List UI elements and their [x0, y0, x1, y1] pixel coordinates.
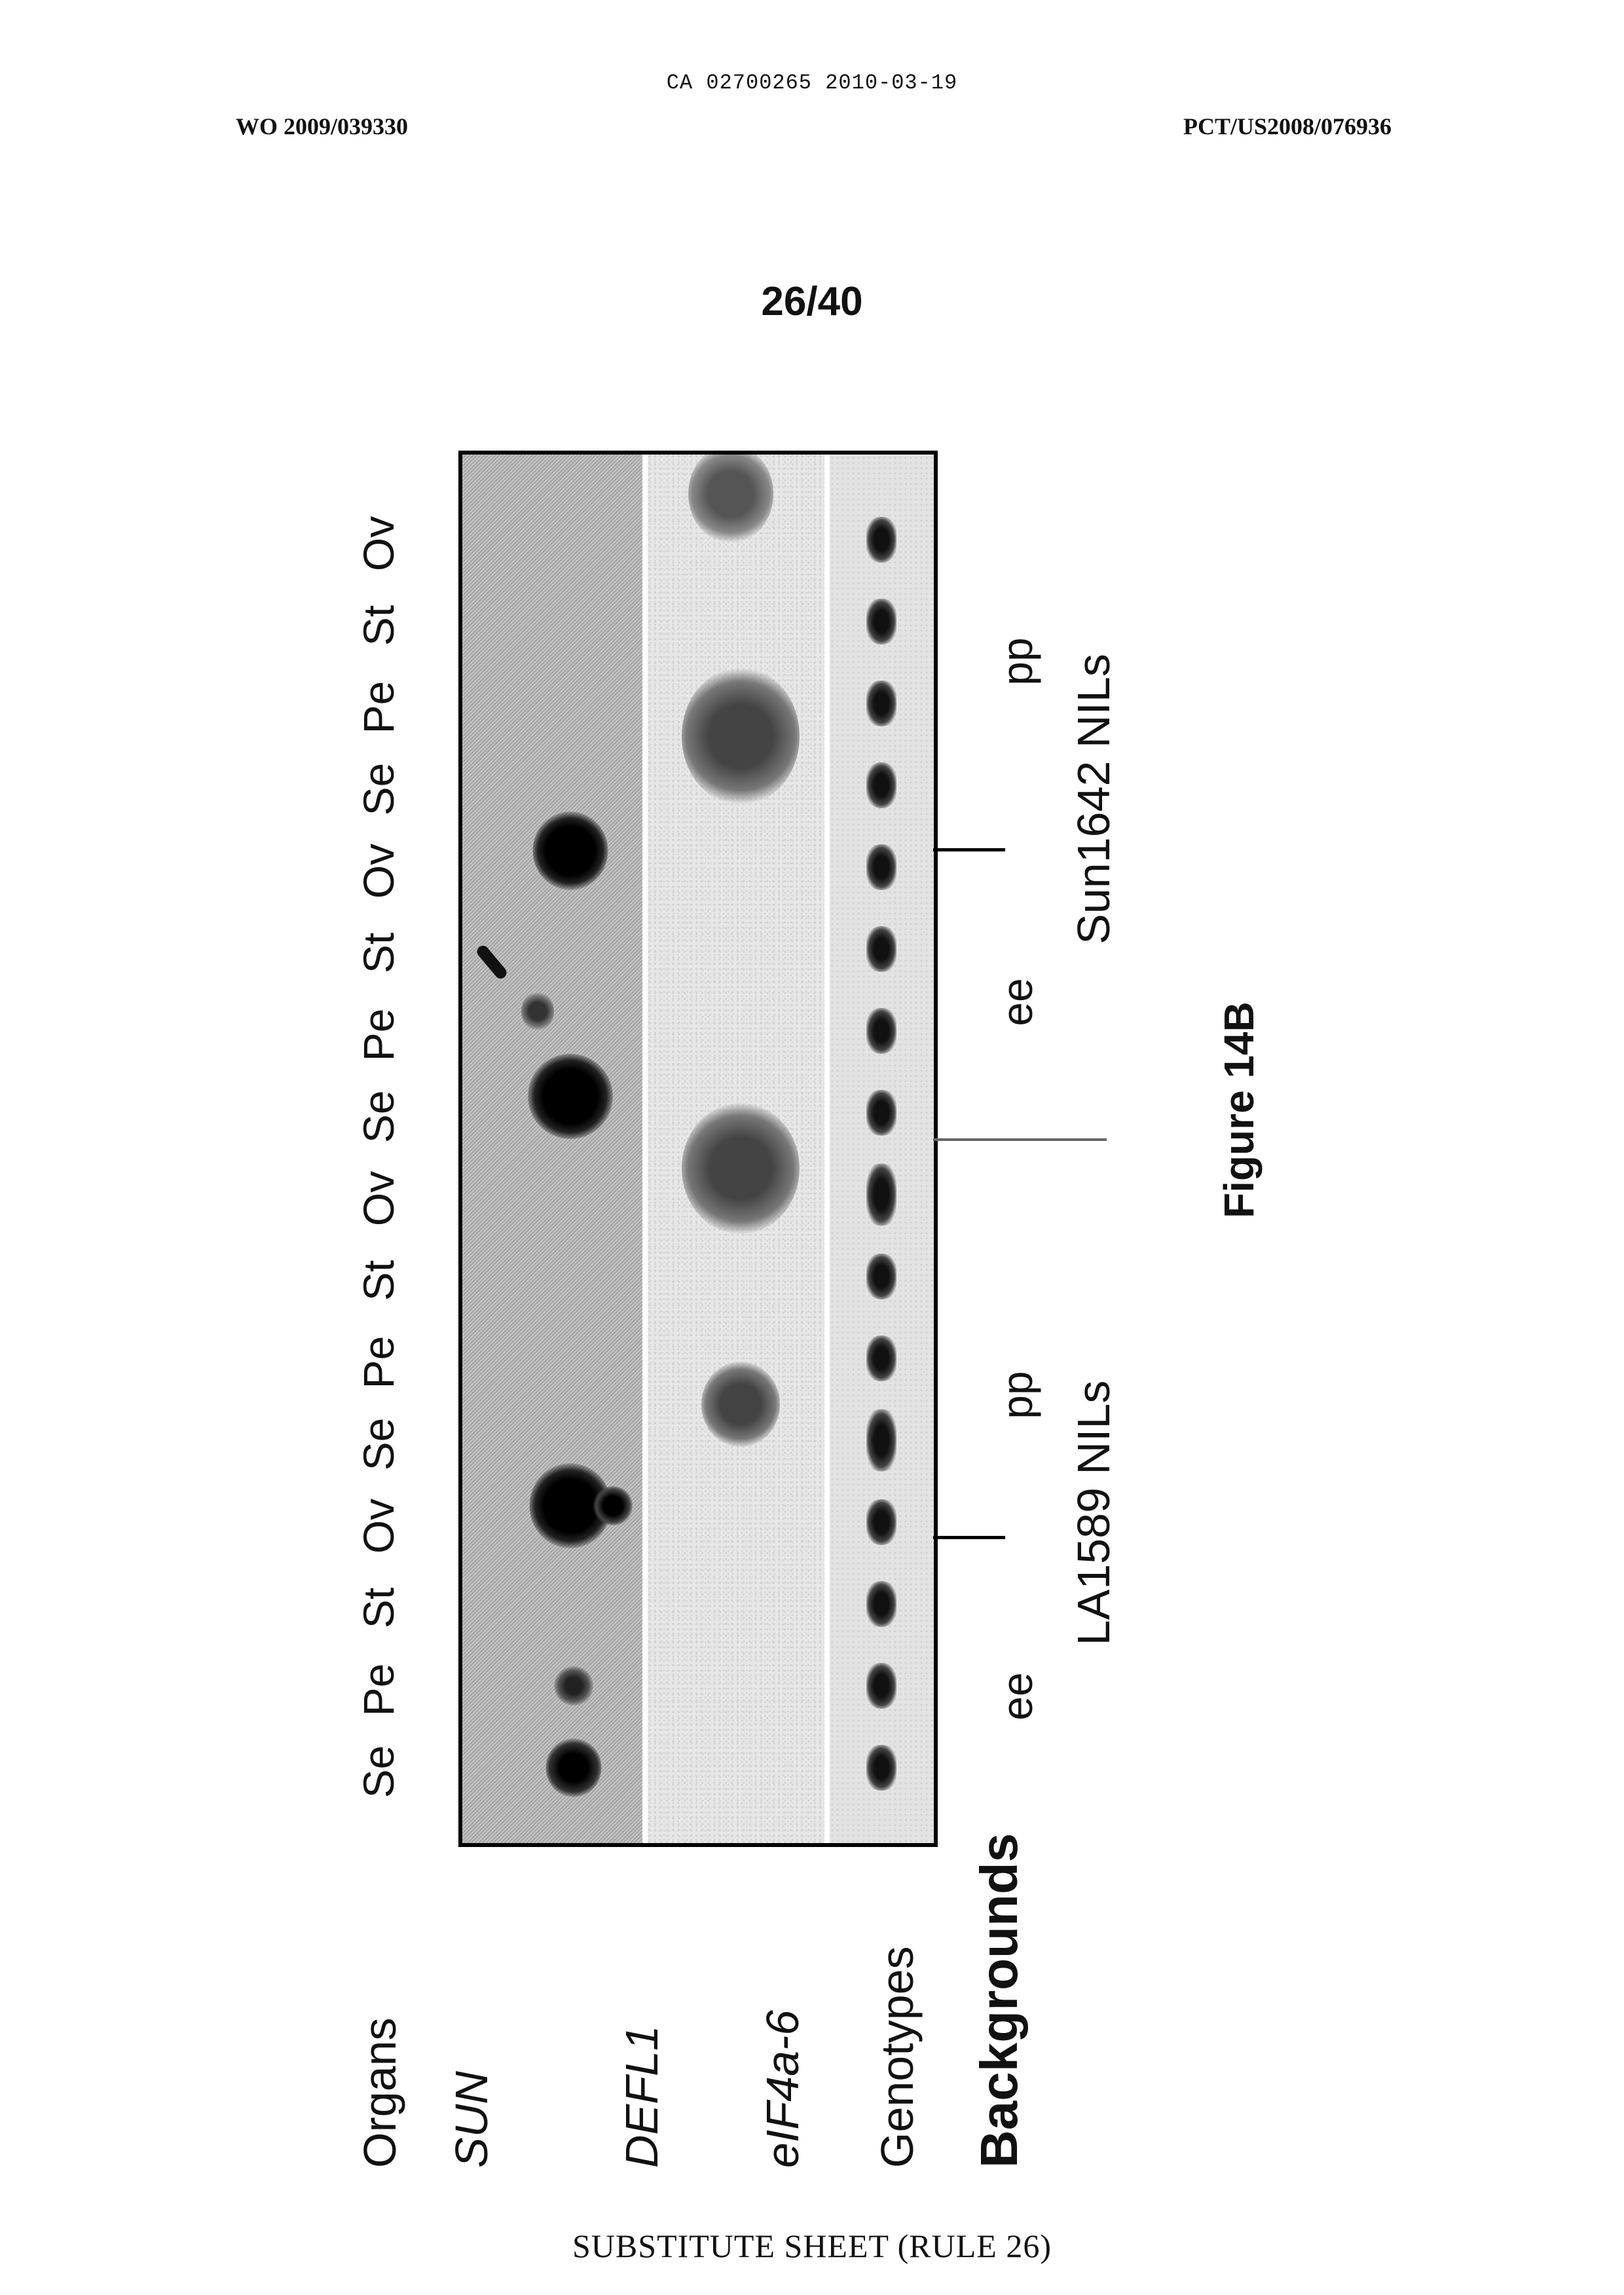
- eif4a6-band: [866, 1663, 896, 1709]
- wo-publication-number: WO 2009/039330: [236, 113, 408, 140]
- lane-label: St: [354, 1241, 403, 1320]
- background-divider: [933, 1138, 1107, 1141]
- eif4a6-probe-band: [830, 455, 934, 1843]
- lane-label: Ov: [354, 504, 403, 583]
- eif4a6-band: [866, 926, 896, 972]
- lane-label: Pe: [354, 668, 403, 747]
- genotype-divider: [933, 848, 1005, 851]
- lane-label: Ov: [354, 1159, 403, 1238]
- eif4a6-band: [866, 1254, 896, 1299]
- lane-label: Pe: [354, 1323, 403, 1402]
- lane-label: Se: [354, 1732, 403, 1811]
- row-label-defl1: DEFL1: [616, 2025, 668, 2168]
- lane-label: St: [354, 914, 403, 992]
- footer-note: SUBSTITUTE SHEET (RULE 26): [0, 2227, 1624, 2265]
- defl1-signal-spot: [682, 667, 800, 805]
- lane-label: St: [354, 586, 403, 665]
- lane-label: Se: [354, 1405, 403, 1483]
- pct-application-number: PCT/US2008/076936: [1183, 113, 1392, 140]
- row-label-sun: SUN: [445, 2071, 498, 2168]
- sun-signal-spot: [593, 1486, 633, 1525]
- genotype-label: ee: [992, 1672, 1042, 1720]
- genotype-label: pp: [992, 1371, 1042, 1419]
- eif4a6-band: [866, 681, 896, 726]
- sun-signal-spot: [528, 1054, 613, 1139]
- lane-label: St: [354, 1569, 403, 1647]
- ca-document-number: CA 02700265 2010-03-19: [0, 71, 1624, 95]
- lane-label: Se: [354, 750, 403, 829]
- background-label: LA1589 NILs: [1067, 1381, 1120, 1646]
- row-label-organs: Organs: [354, 2017, 406, 2168]
- defl1-signal-spot: [682, 1103, 800, 1234]
- lane-label: Ov: [354, 832, 403, 910]
- eif4a6-band: [866, 1164, 896, 1226]
- sun-signal-spot: [533, 812, 608, 890]
- genotype-label: ee: [992, 978, 1042, 1026]
- background-label: Sun1642 NILs: [1067, 654, 1120, 944]
- lane-label: Ov: [354, 1487, 403, 1565]
- defl1-signal-spot: [701, 1362, 780, 1447]
- row-label-genotypes: Genotypes: [871, 1946, 923, 2168]
- northern-blot-figure: Organs SUN DEFL1 eIF4a-6 Genotypes Backg…: [327, 308, 1100, 2168]
- sun-signal-spot: [546, 1738, 602, 1797]
- genotype-divider: [933, 1536, 1005, 1539]
- eif4a6-band: [866, 599, 896, 644]
- sun-probe-band: [462, 455, 642, 1843]
- eif4a6-band: [866, 1581, 896, 1627]
- eif4a6-band: [866, 762, 896, 808]
- eif4a6-band: [866, 1499, 896, 1545]
- figure-caption: Figure 14B: [1215, 1001, 1263, 1218]
- eif4a6-band: [866, 517, 896, 563]
- eif4a6-band: [866, 1008, 896, 1054]
- blot-image: [458, 451, 938, 1847]
- eif4a6-band: [866, 1409, 896, 1472]
- eif4a6-band: [866, 1745, 896, 1791]
- eif4a6-band: [866, 844, 896, 890]
- row-label-backgrounds: Backgrounds: [969, 1833, 1029, 2168]
- eif4a6-band: [866, 1335, 896, 1381]
- row-label-eif4a6: eIF4a-6: [756, 2010, 809, 2168]
- eif4a6-band: [866, 1090, 896, 1136]
- genotype-label: pp: [992, 637, 1042, 685]
- lane-label: Pe: [354, 1651, 403, 1729]
- sun-signal-spot: [521, 992, 554, 1031]
- lane-label: Pe: [354, 996, 403, 1074]
- lane-label: Se: [354, 1077, 403, 1156]
- sun-signal-spot: [554, 1666, 593, 1706]
